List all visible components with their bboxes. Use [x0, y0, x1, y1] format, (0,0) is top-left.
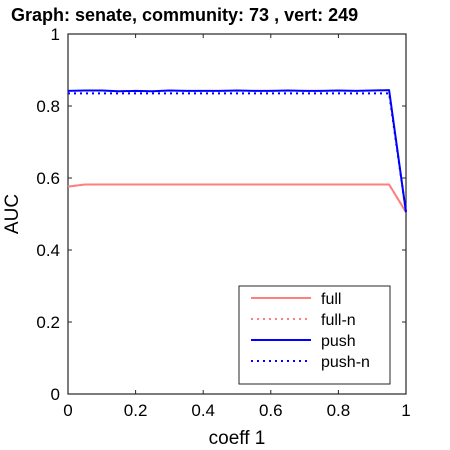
series-line-push: [67, 89, 407, 213]
y-tick-label: 1: [51, 25, 60, 44]
y-tick-label: 0: [51, 385, 60, 404]
legend-label-push-n: push-n: [321, 354, 370, 371]
plot-area: [67, 33, 407, 395]
chart-title: Graph: senate, community: 73 , vert: 249: [11, 5, 358, 25]
legend-label-full: full: [321, 291, 341, 308]
axes-box: [67, 33, 407, 395]
y-tick-label: 0.2: [36, 313, 60, 332]
x-tick-label: 0.4: [191, 401, 215, 420]
legend-label-full-n: full-n: [321, 312, 356, 329]
x-tick-label: 0.2: [124, 401, 148, 420]
x-tick-label: 0.8: [327, 401, 351, 420]
y-tick-label: 0.8: [36, 97, 60, 116]
x-axis-label: coeff 1: [209, 428, 266, 449]
y-axis-ticks: 0 0.2 0.4 0.6 0.8 1: [36, 25, 406, 404]
y-tick-label: 0.4: [36, 241, 60, 260]
legend: full full-n push push-n: [238, 285, 391, 385]
x-tick-label: 1: [401, 401, 410, 420]
y-axis-label: AUC: [2, 194, 23, 234]
x-tick-label: 0.6: [259, 401, 283, 420]
x-axis-ticks: 0 0.2 0.4 0.6 0.8 1: [63, 34, 411, 420]
series-line-push-n: [68, 92, 407, 213]
series-line-full-n: [67, 183, 407, 213]
legend-label-push: push: [321, 333, 356, 350]
legend-box: [238, 285, 391, 385]
y-tick-label: 0.6: [36, 169, 60, 188]
x-tick-label: 0: [63, 401, 72, 420]
